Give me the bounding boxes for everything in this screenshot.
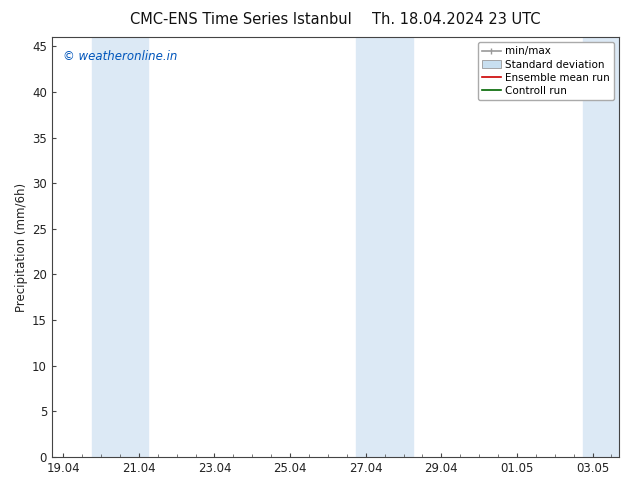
Bar	[385, 37, 413, 457]
Bar	[583, 37, 619, 457]
Y-axis label: Precipitation (mm/6h): Precipitation (mm/6h)	[15, 183, 28, 312]
Bar	[91, 37, 120, 457]
Text: CMC-ENS Time Series Istanbul: CMC-ENS Time Series Istanbul	[130, 12, 352, 27]
Bar	[120, 37, 148, 457]
Legend: min/max, Standard deviation, Ensemble mean run, Controll run: min/max, Standard deviation, Ensemble me…	[478, 42, 614, 100]
Bar	[356, 37, 385, 457]
Text: © weatheronline.in: © weatheronline.in	[63, 49, 178, 63]
Text: Th. 18.04.2024 23 UTC: Th. 18.04.2024 23 UTC	[372, 12, 541, 27]
